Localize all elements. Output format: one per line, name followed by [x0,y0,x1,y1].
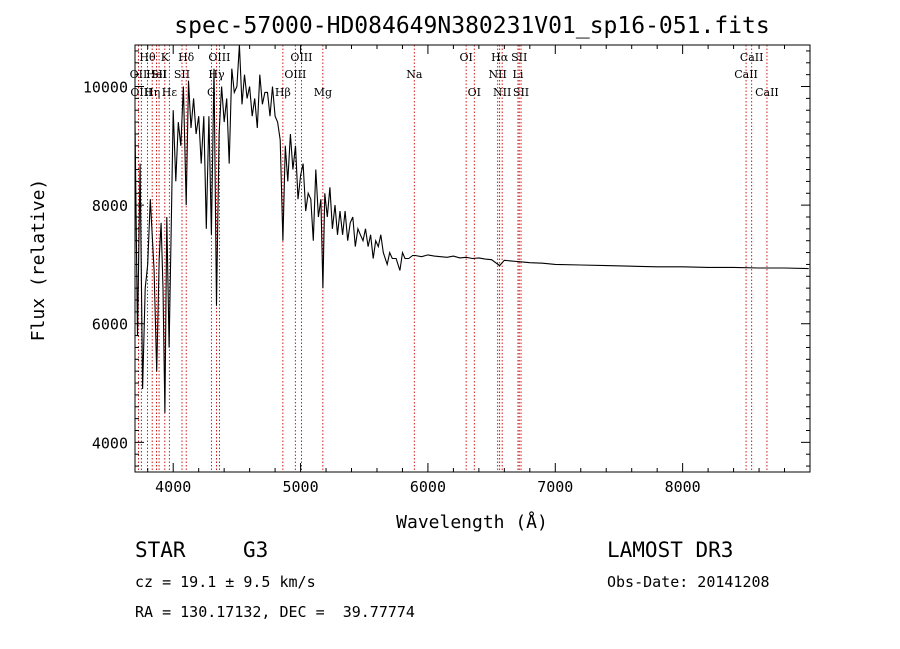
observation-date: Obs-Date: 20141208 [607,573,770,591]
line-label: NII [493,86,511,99]
line-label: OIII [290,51,312,64]
x-tick-label: 7000 [537,478,573,496]
x-tick-label: 6000 [410,478,446,496]
object-subclass: G3 [243,538,269,562]
spectrum-line [134,44,809,413]
line-label: Hε [162,86,178,99]
object-class: STAR [135,538,186,562]
line-label: HeI [146,68,166,81]
x-tick-label: 5000 [283,478,319,496]
line-label: Hη [144,86,160,99]
survey-name: LAMOST DR3 [607,538,734,562]
line-label: OIII [208,51,230,64]
line-label: CaII [734,68,758,81]
line-label: OI [459,51,472,64]
line-label: SII [174,68,190,81]
line-label: Hθ [139,51,156,64]
coordinates-text: RA = 130.17132, DEC = 39.77774 [135,603,415,621]
spectral-line-labels: OIIOIIIHθHηHeISIIKHεSIIHδGHγOIIIHβOIIIOI… [130,51,779,99]
line-label: Hβ [275,86,291,99]
line-label: Hα [491,51,509,64]
y-axis-label: Flux (relative) [28,179,49,342]
y-tick-label: 10000 [83,79,128,97]
line-label: G [207,86,216,99]
line-label: CaII [740,51,764,64]
x-axis-ticks: 4000 5000 6000 7000 8000 [147,45,786,496]
x-axis-label: Wavelength (Å) [396,511,548,533]
line-label: Hδ [178,51,195,64]
plot-frame [134,44,811,473]
line-label: NII [489,68,507,81]
line-label: OIII [284,68,306,81]
y-tick-label: 4000 [92,434,128,452]
line-label: OI [468,86,481,99]
line-label: Li [513,68,524,81]
y-axis-ticks: 4000 6000 8000 10000 [83,50,810,467]
x-tick-label: 4000 [155,478,191,496]
line-label: K [161,51,170,64]
line-label: Mg [314,86,332,99]
line-label: OIII [130,86,152,99]
line-label: SII [513,86,529,99]
x-tick-label: 8000 [665,478,701,496]
redshift-text: cz = 19.1 ± 9.5 km/s [135,573,316,591]
line-label: SII [151,68,167,81]
line-label: Hγ [208,68,225,81]
line-label: CaII [755,86,779,99]
y-tick-label: 8000 [92,197,128,215]
chart-title: spec-57000-HD084649N380231V01_sp16-051.f… [174,13,769,39]
y-tick-label: 6000 [92,316,128,334]
line-label: Na [406,68,423,81]
spectral-line-markers [137,45,768,472]
line-label: SII [511,51,527,64]
